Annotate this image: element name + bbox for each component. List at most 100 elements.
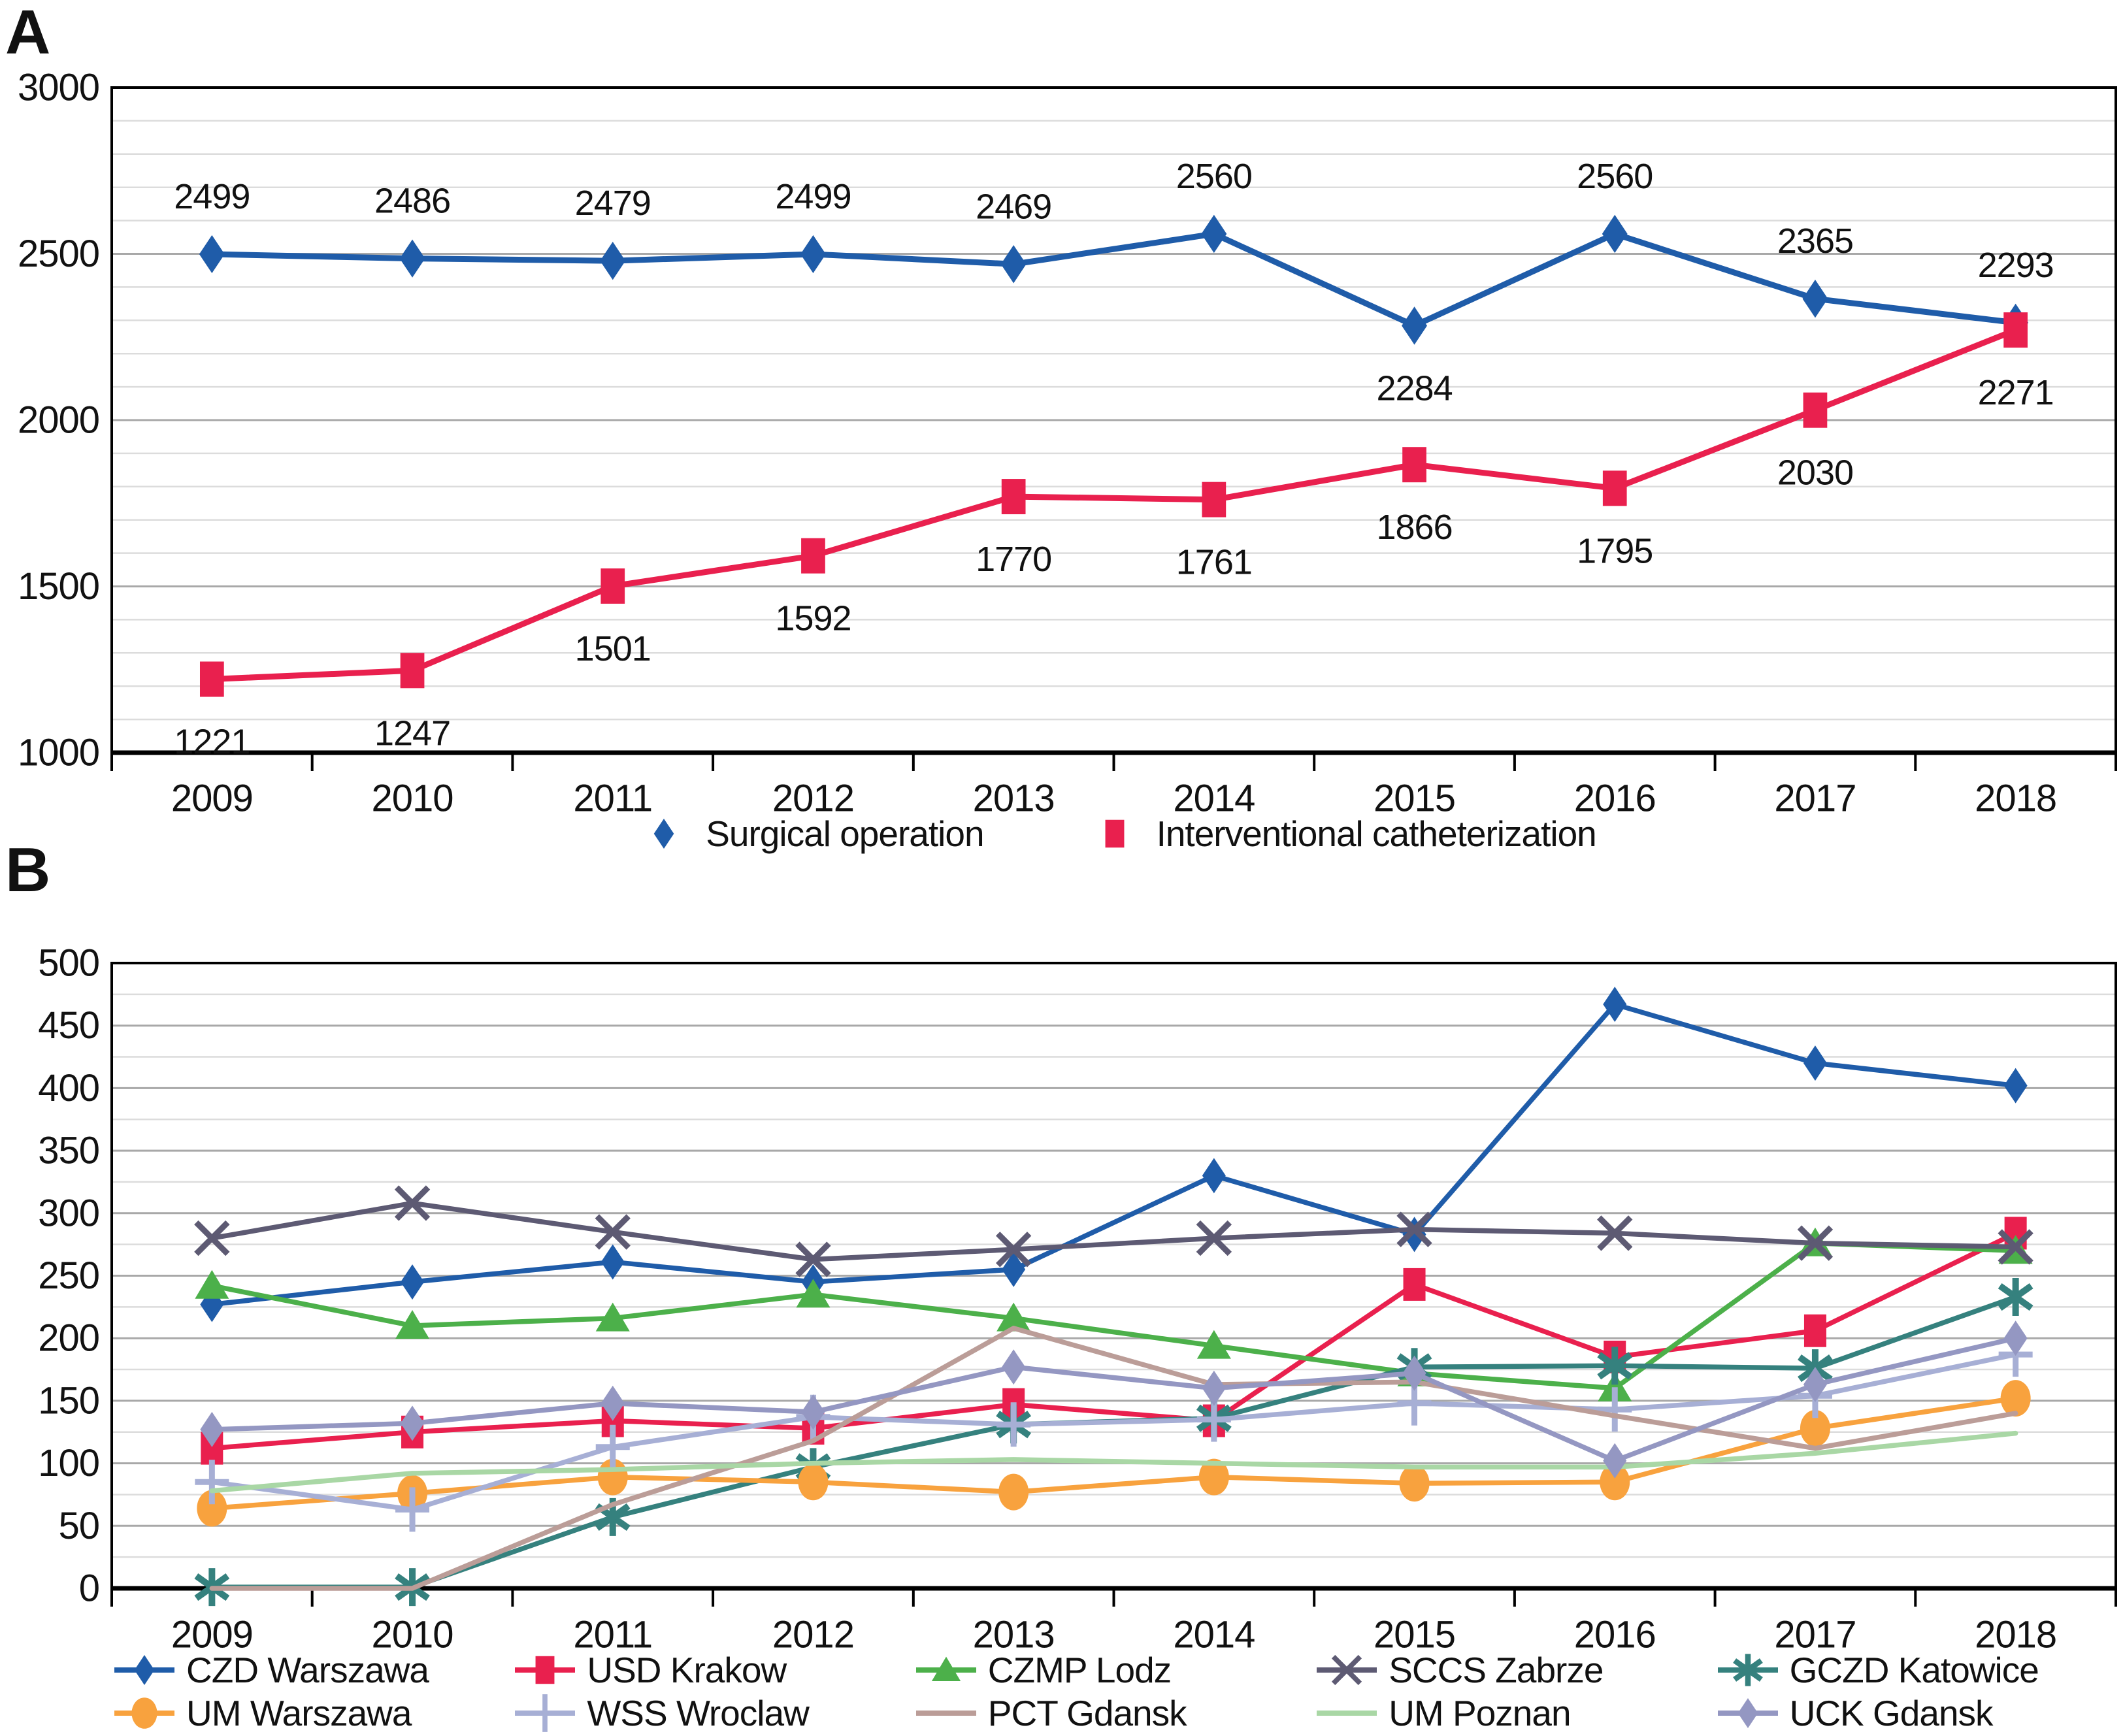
y-tick-label: 250 — [38, 1254, 99, 1297]
square-marker-icon — [1403, 1268, 1426, 1301]
circle-marker-icon — [197, 1490, 227, 1527]
legend-item-uck-gdansk: UCK Gdansk — [1715, 1693, 2116, 1733]
legend-marker-uck-gdansk-icon — [1717, 1698, 1778, 1728]
diamond-marker-icon — [653, 819, 674, 849]
x-marker-icon — [1797, 1225, 1834, 1261]
legend-item-wss-wroclaw: WSS Wroclaw — [512, 1693, 913, 1733]
diamond-marker-icon — [1402, 1355, 1426, 1391]
legend-item-usd-krakow: USD Krakow — [512, 1650, 913, 1690]
legend-label: UM Warszawa — [186, 1693, 412, 1733]
point-value-label: 1866 — [1376, 508, 1452, 547]
point-value-label: 2365 — [1777, 221, 1853, 261]
legend-marker-interventional-catheterization-icon — [1105, 819, 1125, 848]
series-um-warszawa — [197, 1380, 2031, 1527]
plus-marker-icon — [996, 1402, 1031, 1447]
x-marker-icon — [194, 1220, 230, 1256]
square-marker-icon — [1803, 392, 1828, 428]
x-tick-label: 2011 — [573, 1614, 652, 1656]
triangle-marker-icon — [195, 1269, 229, 1299]
point-value-label: 2469 — [976, 187, 1051, 226]
series-interventional-catheterization — [199, 312, 2028, 697]
point-value-label: 1221 — [174, 723, 250, 762]
y-tick-label: 3000 — [18, 67, 99, 109]
x-tick-label: 2017 — [1774, 1614, 1856, 1656]
point-value-label: 1770 — [976, 540, 1051, 579]
legend-marker-czmp-lodz-icon — [915, 1656, 976, 1681]
series-um-poznan — [209, 1430, 2018, 1494]
series-pct-gdansk — [209, 1326, 2018, 1591]
y-tick-label: 450 — [38, 1004, 99, 1047]
panel-a-label: A — [5, 0, 51, 67]
legend-item-um-warszawa: UM Warszawa — [112, 1693, 512, 1733]
plus-marker-icon — [531, 1694, 560, 1732]
panel-a-legend: Surgical operation Interventional cathete… — [112, 813, 2116, 854]
x-marker-icon — [995, 1232, 1032, 1268]
diamond-marker-icon — [1202, 1370, 1226, 1406]
point-value-label: 2486 — [374, 182, 450, 221]
diamond-marker-icon — [801, 1394, 825, 1430]
diamond-marker-icon — [200, 1411, 224, 1447]
point-value-label: 1592 — [775, 599, 851, 638]
legend-label: Interventional catheterization — [1156, 813, 1597, 854]
legend-label: SCCS Zabrze — [1389, 1650, 1604, 1690]
legend-item-um-poznan: UM Poznan — [1314, 1693, 1715, 1733]
diamond-marker-icon — [601, 1244, 625, 1280]
legend-label: Surgical operation — [706, 813, 984, 854]
plus-marker-icon — [395, 1487, 430, 1532]
series-uck-gdansk — [200, 1320, 2028, 1479]
asterisk-marker-icon — [1597, 1347, 1633, 1385]
x-tick-label: 2014 — [1173, 1614, 1255, 1656]
diamond-marker-icon — [134, 1655, 155, 1685]
series-interventional-catheterization-value-labels: 1221 1247 1501 1592 1770 1761 1866 1795 2030 2271 — [174, 373, 2054, 762]
diamond-marker-icon — [399, 239, 425, 278]
legend-item-pct-gdansk: PCT Gdansk — [913, 1693, 1314, 1733]
point-value-label: 1501 — [575, 629, 651, 668]
x-tick-label: 2013 — [973, 1614, 1055, 1656]
y-tick-label: 2500 — [18, 233, 99, 275]
panel-a-plot: 1000 1500 2000 2500 3000 2009 2010 2011 2012 2013… — [18, 67, 2117, 820]
panel-b-label: B — [5, 835, 51, 905]
point-value-label: 1761 — [1176, 543, 1252, 582]
x-marker-icon — [1196, 1220, 1232, 1256]
legend-item-gczd-katowice: GCZD Katowice — [1715, 1650, 2116, 1690]
x-tick-label: 2018 — [1975, 778, 2056, 820]
x-tick-label: 2014 — [1173, 778, 1255, 820]
plus-marker-icon — [195, 1460, 229, 1505]
legend-marker-wss-wroclaw-icon — [515, 1694, 576, 1732]
legend-marker-um-warszawa-icon — [114, 1697, 174, 1729]
legend-label: USD Krakow — [587, 1650, 787, 1690]
legend-label: UCK Gdansk — [1789, 1693, 1994, 1733]
x-axis-ticks — [110, 753, 2117, 771]
circle-marker-icon — [1800, 1410, 1830, 1447]
series-sccs-zabrze — [194, 1185, 2033, 1277]
triangle-marker-icon — [1196, 1330, 1231, 1359]
diamond-marker-icon — [1802, 280, 1828, 318]
diamond-marker-icon — [1602, 214, 1628, 254]
series-usd-krakow — [201, 1217, 2027, 1465]
diamond-marker-icon — [1803, 1045, 1827, 1081]
x-marker-icon — [1998, 1229, 2033, 1265]
circle-marker-icon — [798, 1464, 829, 1501]
x-tick-label: 2009 — [171, 1614, 253, 1656]
y-tick-label: 350 — [38, 1130, 99, 1172]
x-tick-label: 2011 — [573, 778, 652, 820]
y-axis-labels: 1000 1500 2000 2500 3000 — [18, 67, 100, 774]
legend-label: UM Poznan — [1389, 1693, 1571, 1733]
y-tick-label: 50 — [58, 1505, 99, 1547]
square-marker-icon — [535, 1656, 555, 1684]
x-axis-labels: 2009 2010 2011 2012 2013 2014 2015 2016 2017 2018 — [171, 778, 2057, 820]
square-marker-icon — [801, 538, 825, 574]
y-tick-label: 500 — [38, 942, 99, 985]
square-marker-icon — [1602, 470, 1627, 506]
x-marker-icon — [795, 1241, 831, 1277]
diamond-marker-icon — [401, 1405, 425, 1441]
x-tick-label: 2012 — [772, 778, 854, 820]
x-tick-label: 2012 — [772, 1614, 854, 1656]
square-marker-icon — [1803, 1314, 1826, 1347]
triangle-marker-icon — [796, 1279, 831, 1308]
y-tick-label: 1500 — [18, 565, 99, 608]
x-tick-label: 2010 — [372, 1614, 453, 1656]
x-tick-label: 2018 — [1975, 1614, 2056, 1656]
plus-marker-icon — [1598, 1387, 1632, 1432]
